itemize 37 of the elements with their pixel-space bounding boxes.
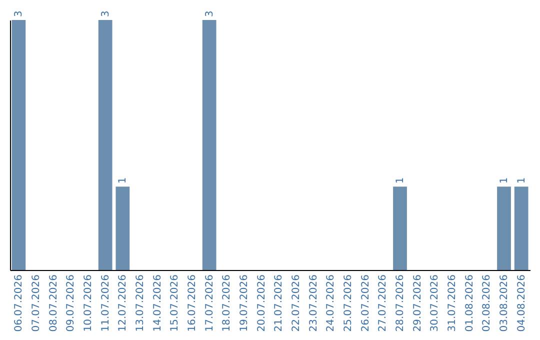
- x-tick-label: 30.07.2026: [430, 274, 441, 332]
- data-label: 3: [204, 10, 216, 17]
- x-tick-label: 13.07.2026: [135, 274, 146, 332]
- data-label: 1: [499, 177, 510, 184]
- data-label: 1: [118, 177, 129, 184]
- x-tick-label: 22.07.2026: [291, 274, 302, 332]
- data-label: 3: [14, 10, 25, 17]
- x-tick-label: 01.08.2026: [464, 274, 476, 332]
- x-tick-label: 27.07.2026: [378, 274, 389, 332]
- x-tick-label: 28.07.2026: [395, 274, 406, 332]
- x-tick-label: 16.07.2026: [187, 274, 198, 332]
- x-tick-label: 12.07.2026: [118, 274, 129, 332]
- x-tick-label: 29.07.2026: [412, 274, 424, 332]
- x-tick-label: 06.07.2026: [14, 274, 25, 332]
- x-tick-label: 25.07.2026: [343, 274, 354, 332]
- x-tick-label: 03.08.2026: [499, 274, 510, 332]
- x-tick-label: 18.07.2026: [222, 274, 233, 332]
- x-tick-label: 23.07.2026: [308, 274, 320, 332]
- data-label: 1: [395, 177, 406, 184]
- x-tick-label: 10.07.2026: [83, 274, 94, 332]
- x-tick-label: 17.07.2026: [204, 274, 216, 332]
- x-tick-label: 24.07.2026: [326, 274, 337, 332]
- x-tick-label: 20.07.2026: [256, 274, 268, 332]
- x-tick-label: 11.07.2026: [100, 274, 112, 332]
- data-label: 3: [100, 10, 112, 17]
- x-tick-label: 04.08.2026: [516, 274, 528, 332]
- x-tick-label: 21.07.2026: [274, 274, 285, 332]
- x-tick-label: 31.07.2026: [447, 274, 458, 332]
- x-tick-label: 07.07.2026: [31, 274, 42, 332]
- x-tick-label: 15.07.2026: [170, 274, 181, 332]
- x-tick-label: 08.07.2026: [48, 274, 60, 332]
- data-label: 1: [516, 177, 528, 184]
- x-tick-label: 02.08.2026: [482, 274, 493, 332]
- x-tick-label: 14.07.2026: [152, 274, 164, 332]
- x-tick-label: 09.07.2026: [66, 274, 77, 332]
- x-tick-label: 19.07.2026: [239, 274, 250, 332]
- x-tick-label: 26.07.2026: [360, 274, 372, 332]
